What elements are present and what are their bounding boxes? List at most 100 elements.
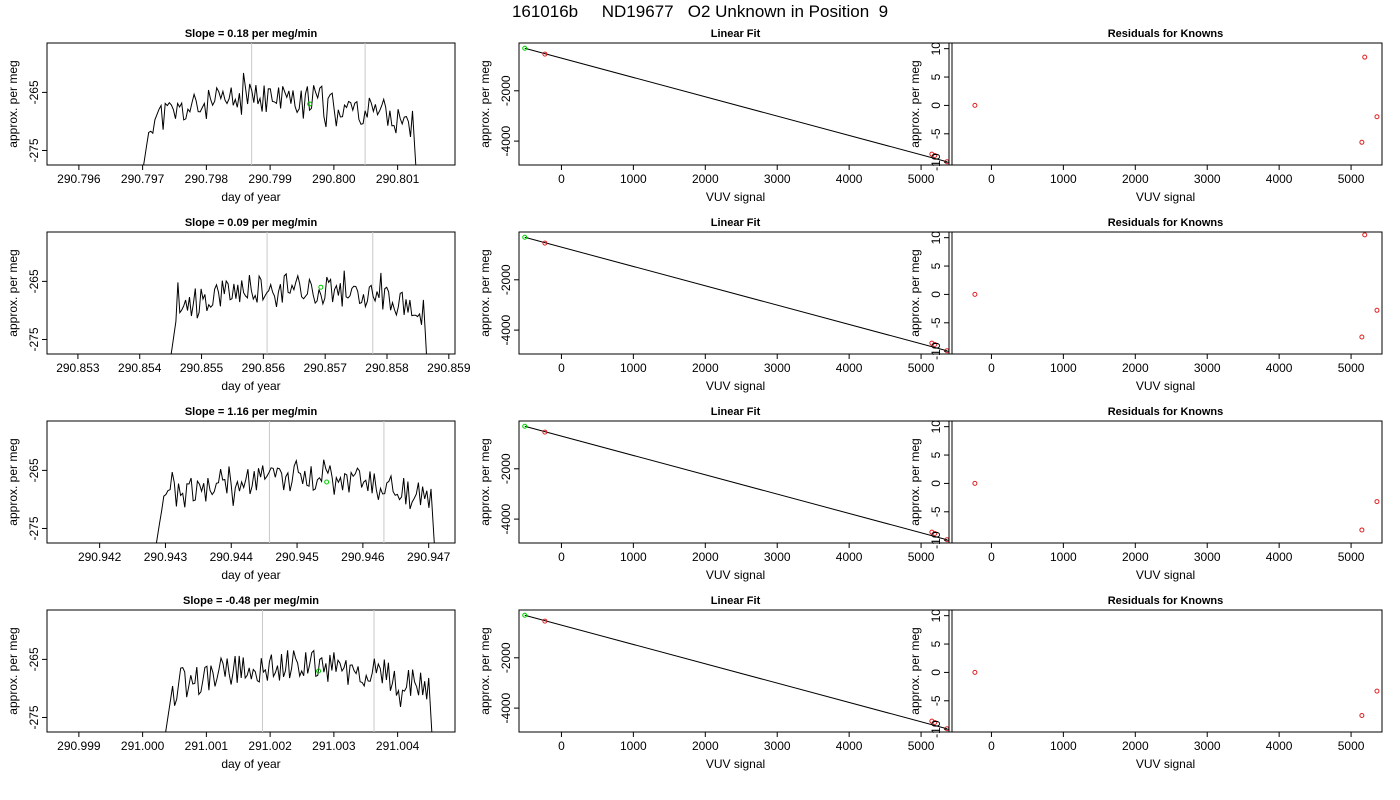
y-tick-label: -2000	[499, 642, 513, 673]
panel-3-1: Slope = 1.16 per meg/min 290.942 290.943 29…	[6, 406, 456, 582]
plot-area	[972, 480, 1380, 533]
x-tick-label: 4000	[836, 172, 863, 186]
panel-title: Slope = -0.48 per meg/min	[183, 595, 319, 607]
y-tick-label: 10	[929, 42, 943, 56]
plot-frame	[948, 420, 1383, 544]
x-tick-label: 290.855	[180, 361, 224, 375]
known-point	[1374, 307, 1380, 313]
x-tick-label: 3000	[764, 361, 791, 375]
plot-frame	[948, 231, 1383, 355]
known-point	[542, 429, 548, 435]
y-axis-label: approx. per meg	[908, 249, 922, 336]
x-tick-label: 0	[988, 550, 995, 564]
x-axis-label: VUV signal	[1136, 190, 1195, 204]
y-tick-label: 5	[929, 73, 943, 80]
known-point	[972, 102, 978, 108]
x-tick-label: 3000	[764, 550, 791, 564]
y-tick-label: -4000	[499, 314, 513, 345]
y-tick-label: -10	[929, 720, 943, 738]
known-point	[972, 669, 978, 675]
x-tick-label: 0	[558, 361, 565, 375]
x-tick-label: 1000	[1050, 739, 1077, 753]
known-point	[929, 718, 935, 724]
panel-title: Linear Fit	[711, 406, 761, 418]
y-tick-label: -10	[929, 531, 943, 549]
x-tick-label: 2000	[692, 550, 719, 564]
x-tick-label: 290.857	[303, 361, 347, 375]
x-axis-label: day of year	[221, 757, 280, 771]
marker-point	[318, 284, 324, 290]
plot-area	[522, 45, 950, 165]
x-tick-label: 1000	[1050, 550, 1077, 564]
plot-area	[522, 423, 950, 543]
x-tick-label: 2000	[1122, 172, 1149, 186]
y-axis-label: approx. per meg	[478, 249, 492, 336]
x-axis-label: day of year	[221, 379, 280, 393]
y-axis-label: approx. per meg	[6, 627, 20, 714]
panel-title: Linear Fit	[711, 28, 761, 40]
known-point	[932, 152, 938, 158]
known-point	[1362, 232, 1368, 238]
y-tick-label: -10	[929, 153, 943, 171]
panel-title: Linear Fit	[711, 595, 761, 607]
y-tick-label: -5	[929, 128, 943, 139]
marker-point	[307, 101, 313, 107]
plot-frame	[518, 609, 953, 733]
y-tick-label: -275	[27, 516, 41, 540]
y-axis-label: approx. per meg	[478, 60, 492, 147]
y-tick-label: 0	[929, 669, 943, 676]
x-axis-label: day of year	[221, 190, 280, 204]
y-axis-label: approx. per meg	[908, 627, 922, 714]
x-tick-label: 290.798	[185, 172, 229, 186]
unknown-point	[522, 45, 528, 51]
known-point	[1374, 499, 1380, 505]
panel-title: Linear Fit	[711, 217, 761, 229]
data-series-line	[165, 649, 433, 732]
y-tick-label: -5	[929, 695, 943, 706]
y-tick-label: -4000	[499, 503, 513, 534]
plot-area	[165, 610, 433, 732]
panel-title: Residuals for Knowns	[1108, 406, 1224, 418]
plot-area	[155, 421, 435, 543]
known-point	[1359, 713, 1365, 719]
y-tick-label: -10	[929, 342, 943, 360]
x-tick-label: 5000	[908, 550, 935, 564]
y-tick-label: -275	[27, 705, 41, 729]
x-tick-label: 0	[558, 172, 565, 186]
x-tick-label: 4000	[836, 361, 863, 375]
x-tick-label: 290.858	[365, 361, 409, 375]
y-tick-label: 5	[929, 451, 943, 458]
fit-line	[524, 236, 948, 352]
known-point	[929, 151, 935, 157]
x-tick-label: 291.000	[121, 739, 165, 753]
plot-frame	[46, 42, 456, 166]
panel-title: Residuals for Knowns	[1108, 28, 1224, 40]
x-tick-label: 2000	[1122, 739, 1149, 753]
panel-3-3: Residuals for Knowns 0 1000 2000 3000 4000 500…	[908, 406, 1383, 582]
x-tick-label: 290.942	[78, 550, 122, 564]
x-tick-label: 290.800	[312, 172, 356, 186]
x-tick-label: 290.859	[427, 361, 471, 375]
y-tick-label: 10	[929, 420, 943, 434]
y-tick-label: -4000	[499, 125, 513, 156]
x-tick-label: 1000	[620, 361, 647, 375]
plot-frame	[46, 420, 456, 544]
panel-1-1: Slope = 0.18 per meg/min 290.796 290.797 29…	[6, 28, 456, 204]
x-tick-label: 3000	[1194, 361, 1221, 375]
x-tick-label: 5000	[908, 172, 935, 186]
plot-area	[143, 43, 417, 165]
data-series-line	[155, 458, 435, 543]
x-axis-label: day of year	[221, 568, 280, 582]
y-tick-label: -265	[27, 80, 41, 104]
panel-title: Residuals for Knowns	[1108, 217, 1224, 229]
y-tick-label: -265	[27, 269, 41, 293]
plot-area	[972, 669, 1380, 719]
x-tick-label: 2000	[1122, 361, 1149, 375]
plot-frame	[948, 42, 1383, 166]
x-tick-label: 5000	[908, 361, 935, 375]
x-axis-label: VUV signal	[1136, 757, 1195, 771]
plot-area	[972, 232, 1380, 340]
x-tick-label: 3000	[1194, 550, 1221, 564]
x-tick-label: 5000	[908, 739, 935, 753]
